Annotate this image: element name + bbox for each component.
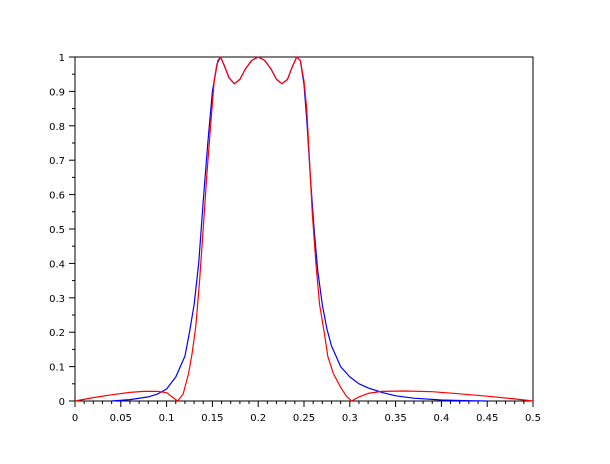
x-tick-label: 0 [72, 413, 78, 424]
axes: 0 0.05 0.1 0.15 0.2 0.25 0.3 0.35 0.4 0.45 0.5 0 0.1… [49, 53, 541, 424]
plot-frame [74, 56, 534, 402]
y-tick-label: 0.8 [49, 122, 65, 133]
x-tick-label: 0.1 [159, 413, 175, 424]
y-tick-label: 0.9 [49, 87, 65, 98]
y-tick-label: 0.4 [49, 259, 65, 270]
x-tick-label: 0.35 [384, 413, 406, 424]
x-tick-label: 0.5 [525, 413, 541, 424]
y-tick-label: 0.3 [49, 294, 65, 305]
y-tick-label: 0.2 [49, 328, 65, 339]
y-tick-label: 0.7 [49, 156, 65, 167]
x-tick-label: 0.05 [110, 413, 132, 424]
y-tick-label: 0.1 [49, 363, 65, 374]
series-group [74, 56, 534, 402]
x-tick-label: 0.4 [433, 413, 449, 424]
x-tick-label: 0.2 [250, 413, 266, 424]
x-tick-label: 0.15 [201, 413, 223, 424]
y-tick-label: 0.6 [49, 191, 65, 202]
series-line-1 [111, 56, 488, 402]
x-tick-label: 0.45 [476, 413, 498, 424]
y-tick-label: 0 [59, 397, 65, 408]
y-tick-label: 0.5 [49, 225, 65, 236]
series-line-2 [74, 56, 534, 402]
x-tick-label: 0.3 [342, 413, 358, 424]
y-tick-label: 1 [59, 53, 65, 64]
x-tick-label: 0.25 [293, 413, 315, 424]
